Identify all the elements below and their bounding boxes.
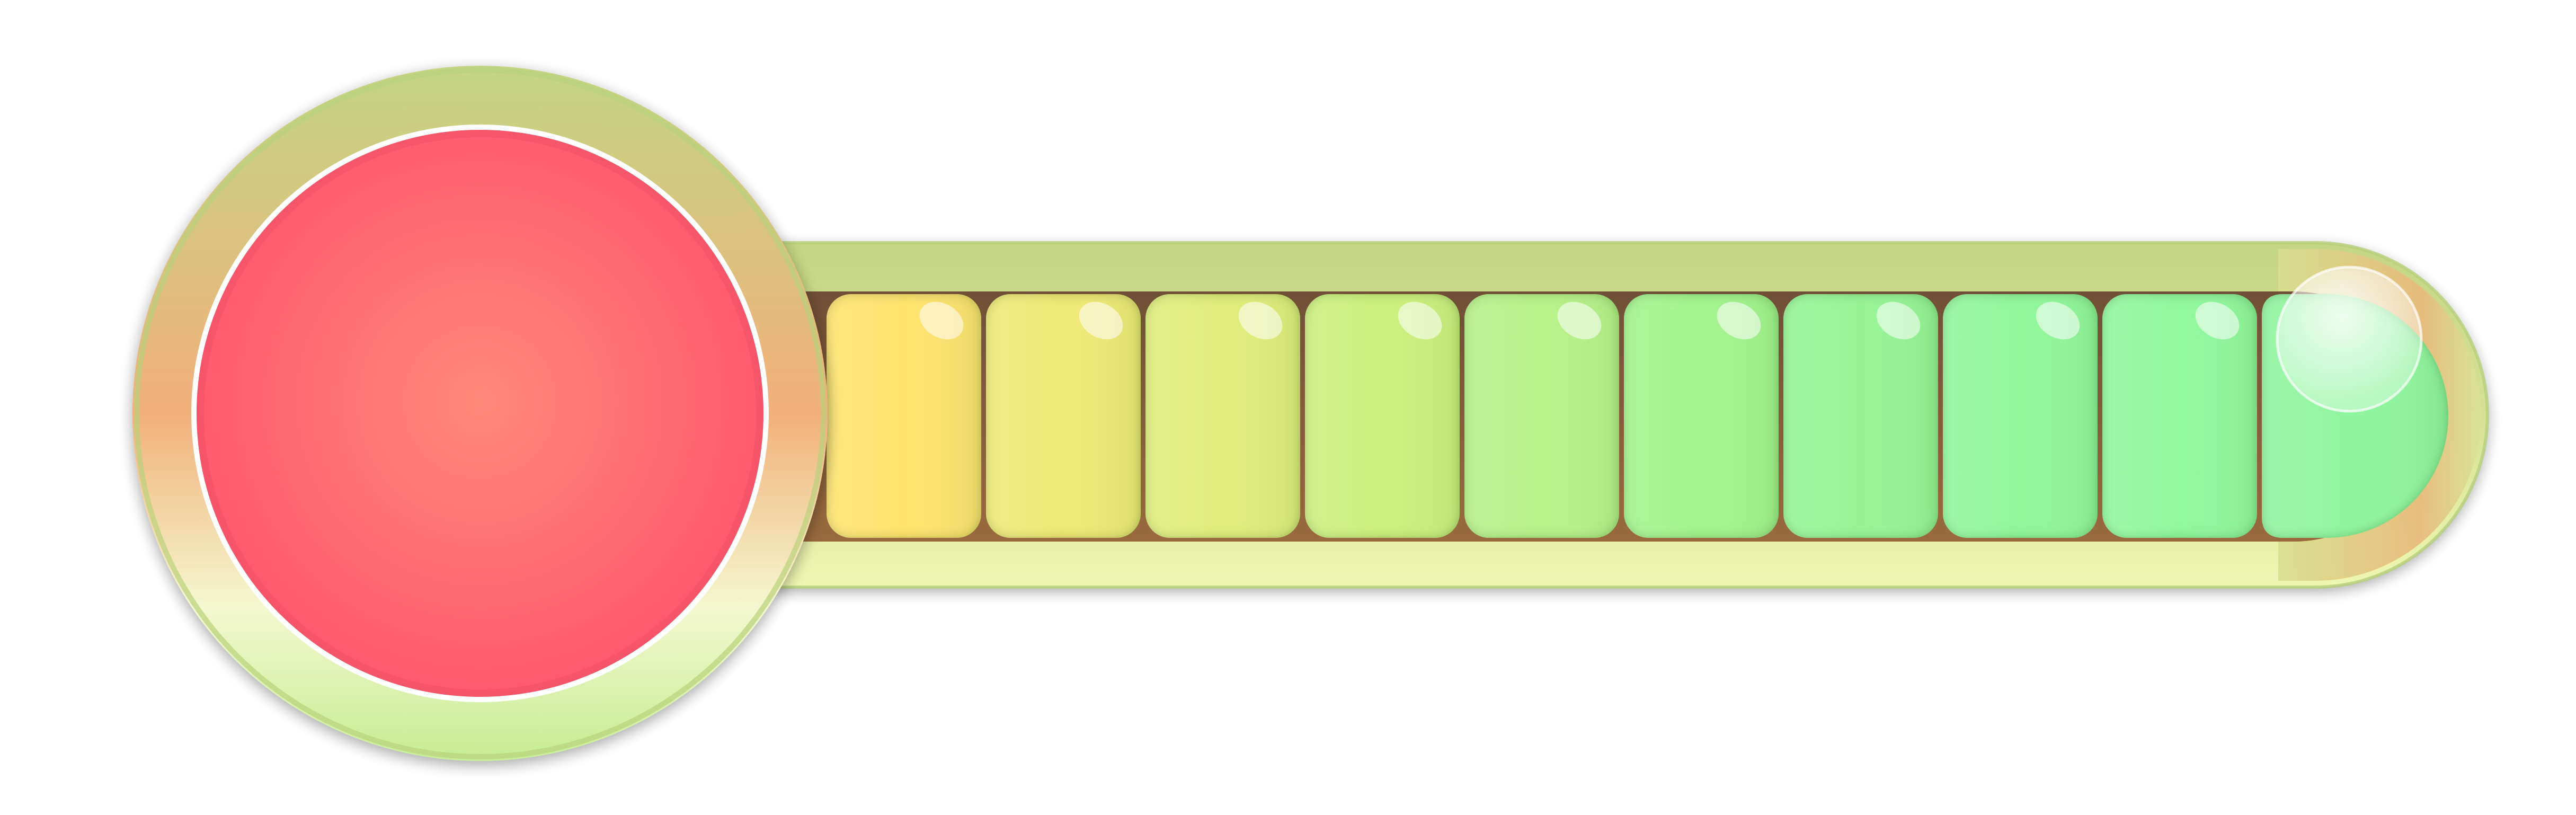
segment-gloss <box>1717 302 1761 340</box>
segment-shade <box>1145 294 1300 538</box>
orb-ring-edge <box>134 67 826 759</box>
meter-segments <box>827 294 2448 538</box>
meter-segment <box>827 294 981 538</box>
meter-segment <box>1943 294 2098 538</box>
meter-segment <box>986 294 1141 538</box>
glass-bubble-rim <box>2276 265 2423 413</box>
segment-gloss <box>1079 302 1123 340</box>
segment-gloss <box>1238 302 1283 340</box>
segment-shade <box>986 294 1141 538</box>
tube-frame-edge <box>768 241 2489 589</box>
segment-shade <box>1624 294 1779 538</box>
status-orb[interactable] <box>197 130 763 697</box>
segment-shade <box>1464 294 1619 538</box>
segment-shade <box>1943 294 2098 538</box>
segment-gloss <box>919 302 964 340</box>
segment-gloss <box>2195 302 2240 340</box>
glass-bubble-highlight <box>2277 267 2421 411</box>
meter-segment <box>2102 294 2257 538</box>
segment-gloss <box>1398 302 1442 340</box>
meter-segment <box>1783 294 1938 538</box>
segment-shade <box>2102 294 2257 538</box>
meter-segment <box>1145 294 1300 538</box>
meter-segment <box>1464 294 1619 538</box>
segment-shade <box>1783 294 1938 538</box>
meter-segment <box>1624 294 1779 538</box>
segment-gloss <box>1557 302 1602 340</box>
segment-gloss <box>1876 302 1921 340</box>
segment-shade <box>1305 294 1460 538</box>
meter-segment <box>1305 294 1460 538</box>
orb-inner-shadow <box>197 130 763 697</box>
segment-gloss <box>2036 302 2080 340</box>
segment-shade <box>827 294 981 538</box>
